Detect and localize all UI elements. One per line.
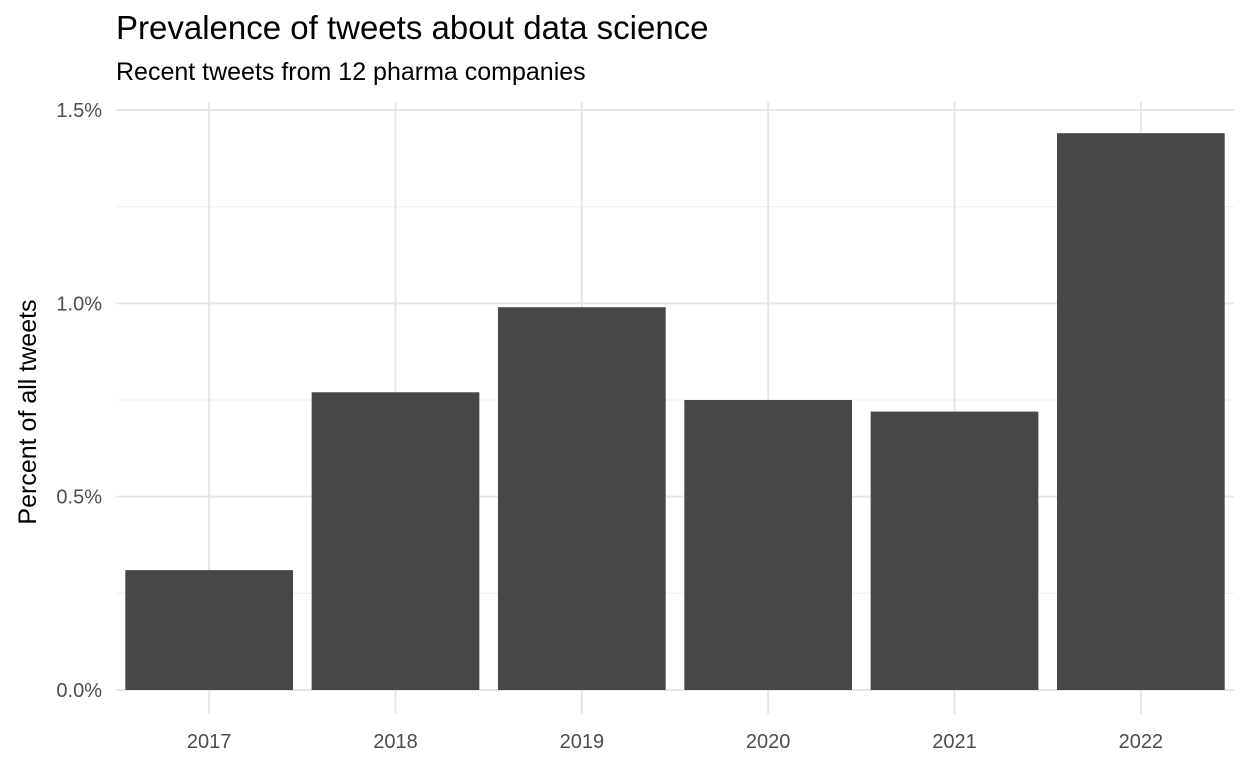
x-tick-label: 2020 <box>746 731 791 753</box>
y-tick-label: 0.0% <box>56 680 102 702</box>
bar-2022 <box>1056 133 1225 690</box>
y-tick-label: 0.5% <box>56 487 102 509</box>
y-tick-label: 1.5% <box>56 100 102 122</box>
y-tick-label: 1.0% <box>56 293 102 315</box>
y-axis-tick-labels: 0.0% 0.5% 1.0% 1.5% <box>56 100 102 702</box>
bar-2020 <box>684 400 853 690</box>
bar-2017 <box>125 570 294 690</box>
x-axis-tick-labels: 2017 2018 2019 2020 2021 2022 <box>187 731 1163 753</box>
bar-2018 <box>311 392 480 690</box>
chart-subtitle: Recent tweets from 12 pharma companies <box>116 58 586 86</box>
bars <box>125 133 1225 690</box>
bar-2021 <box>870 411 1039 690</box>
x-tick-label: 2018 <box>373 731 418 753</box>
chart-title: Prevalence of tweets about data science <box>116 9 709 46</box>
y-axis-title: Percent of all tweets <box>14 299 42 524</box>
x-tick-label: 2022 <box>1119 731 1164 753</box>
bar-2019 <box>497 307 666 690</box>
x-tick-label: 2019 <box>560 731 605 753</box>
x-tick-label: 2017 <box>187 731 232 753</box>
x-tick-label: 2021 <box>932 731 977 753</box>
